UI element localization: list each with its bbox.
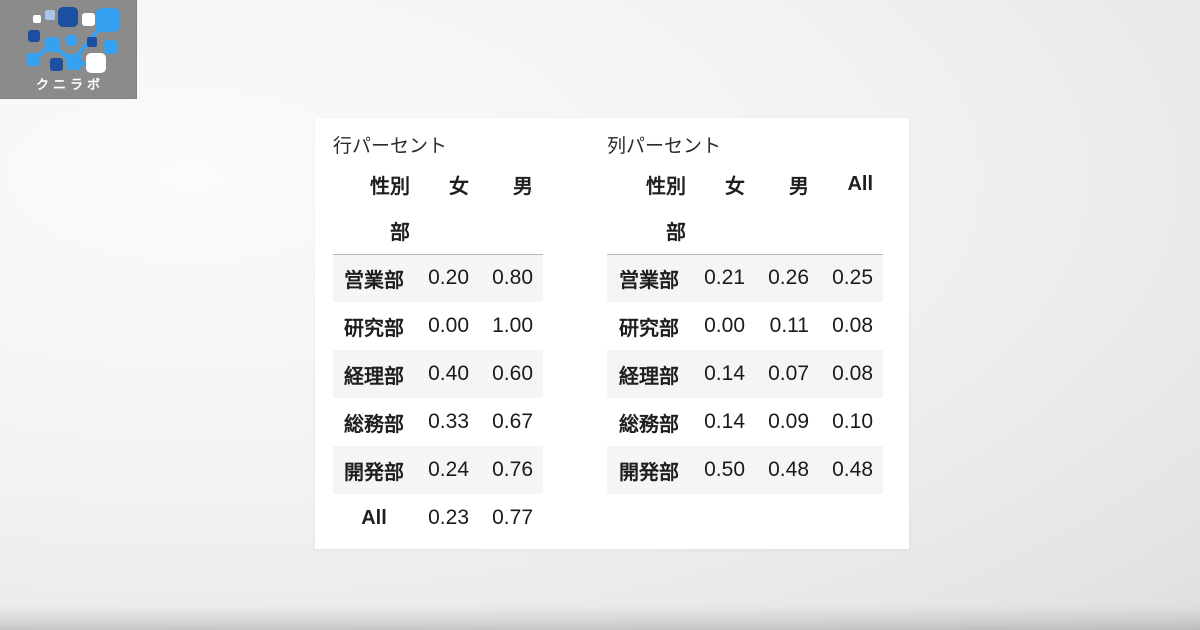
logo-node (50, 58, 63, 71)
row-label: 営業部 (344, 269, 404, 292)
columns-name: 性別 (646, 175, 686, 198)
cell-value: 0.24 (428, 458, 469, 481)
cell-value: 0.00 (704, 314, 745, 337)
row-label: 研究部 (619, 317, 679, 340)
logo-network-icon (27, 7, 120, 73)
cell-value: 0.67 (492, 410, 533, 433)
logo-node (33, 15, 41, 23)
row-label: 総務部 (344, 413, 404, 436)
table-row: 開発部 0.50 0.48 0.48 (607, 446, 883, 494)
cell-value: 0.26 (768, 266, 809, 290)
table-row: 営業部 0.20 0.80 (333, 254, 543, 302)
cell-value: 0.23 (428, 506, 469, 529)
empty-header-cell (415, 208, 479, 255)
cell-value: 0.10 (832, 410, 873, 433)
cell-value: 0.07 (768, 362, 809, 385)
cell-value: 1.00 (492, 314, 533, 337)
row-percent-table: 性別 女 男部 営業部 0.20 0.80 研究部 0.00 1.00 経理部 0.40 0.60 総… (333, 160, 543, 542)
table-row: 開発部 0.24 0.76 (333, 446, 543, 494)
column-header: 男 (513, 175, 533, 198)
column-percent-table-block: 列パーセント 性別 女 男 All 部 営業部 0.21 0.26 0.25 研究部 0.00 0.… (607, 134, 883, 494)
kunilabo-logo: クニラボ (0, 0, 137, 99)
table-row: All 0.23 0.77 (333, 494, 543, 542)
row-label: 開発部 (344, 461, 404, 484)
logo-node (96, 8, 120, 32)
empty-header-cell (755, 208, 819, 255)
table-row: 総務部 0.33 0.67 (333, 398, 543, 446)
column-percent-table: 性別女男 All 部 営業部 0.21 0.26 0.25 研究部 0.00 0.11 0.08 経… (607, 160, 883, 494)
empty-header-cell (691, 208, 755, 255)
cell-value: 0.11 (769, 314, 809, 337)
row-label: 経理部 (344, 365, 404, 388)
logo-node (82, 13, 95, 26)
empty-header-cell (819, 208, 883, 255)
cell-value: 0.40 (428, 362, 469, 385)
row-percent-table-block: 行パーセント 性別 女 男部 営業部 0.20 0.80 研究部 0.00 1.00 経理部 0.… (333, 134, 543, 542)
logo-node (66, 35, 77, 46)
table-row: 営業部 0.21 0.26 0.25 (607, 254, 883, 302)
table-row: 研究部 0.00 0.11 0.08 (607, 302, 883, 350)
column-header: All (847, 172, 873, 195)
table-row: 経理部 0.40 0.60 (333, 350, 543, 398)
cell-value: 0.14 (704, 410, 745, 433)
cell-value: 0.77 (492, 506, 533, 529)
empty-header-cell (479, 208, 543, 255)
logo-node (45, 37, 60, 52)
logo-node (45, 10, 55, 20)
cell-value: 0.00 (428, 314, 469, 337)
logo-node (104, 40, 118, 54)
index-name-row: 部 (607, 208, 883, 255)
header-row: 性別 女 男 (333, 160, 543, 208)
index-name: 部 (333, 208, 415, 255)
cell-value: 0.33 (428, 410, 469, 433)
row-label: 営業部 (619, 269, 679, 292)
logo-node (87, 37, 97, 47)
output-card: 行パーセント 性別 女 男部 営業部 0.20 0.80 研究部 0.00 1.00 経理部 0.… (315, 118, 909, 549)
column-header: 女 (449, 175, 469, 198)
table-row: 経理部 0.14 0.07 0.08 (607, 350, 883, 398)
table-title-row-percent: 行パーセント (333, 136, 448, 157)
cell-value: 0.48 (832, 458, 873, 481)
row-label: 開発部 (619, 461, 679, 484)
cell-value: 0.60 (492, 362, 533, 385)
table-row: 総務部 0.14 0.09 0.10 (607, 398, 883, 446)
row-label: 研究部 (344, 317, 404, 340)
logo-wordmark: クニラボ (35, 77, 104, 92)
row-label: 経理部 (619, 365, 679, 388)
column-header: 男 (789, 175, 809, 198)
cell-value: 0.14 (704, 362, 745, 385)
cell-value: 0.08 (832, 314, 873, 337)
header-row: 性別 女 男 All (607, 160, 883, 208)
cell-value: 0.76 (492, 458, 533, 481)
logo-node (28, 30, 40, 42)
cell-value: 0.20 (428, 266, 469, 290)
table-title-column-percent: 列パーセント (607, 136, 722, 157)
cell-value: 0.80 (492, 266, 533, 290)
cell-value: 0.25 (832, 266, 873, 290)
logo-node (27, 53, 40, 66)
cell-value: 0.50 (704, 458, 745, 481)
cell-value: 0.21 (704, 266, 745, 290)
table-row: 研究部 0.00 1.00 (333, 302, 543, 350)
logo-node (66, 54, 82, 70)
cell-value: 0.09 (768, 410, 809, 433)
row-label: All (361, 506, 387, 529)
logo-node (58, 7, 78, 27)
logo-node (86, 53, 106, 73)
index-name: 部 (607, 208, 691, 255)
row-label: 総務部 (619, 413, 679, 436)
index-name-row: 部 (333, 208, 543, 255)
columns-name: 性別 (370, 175, 410, 198)
column-header: 女 (725, 175, 745, 198)
cell-value: 0.48 (768, 458, 809, 481)
cell-value: 0.08 (832, 362, 873, 385)
